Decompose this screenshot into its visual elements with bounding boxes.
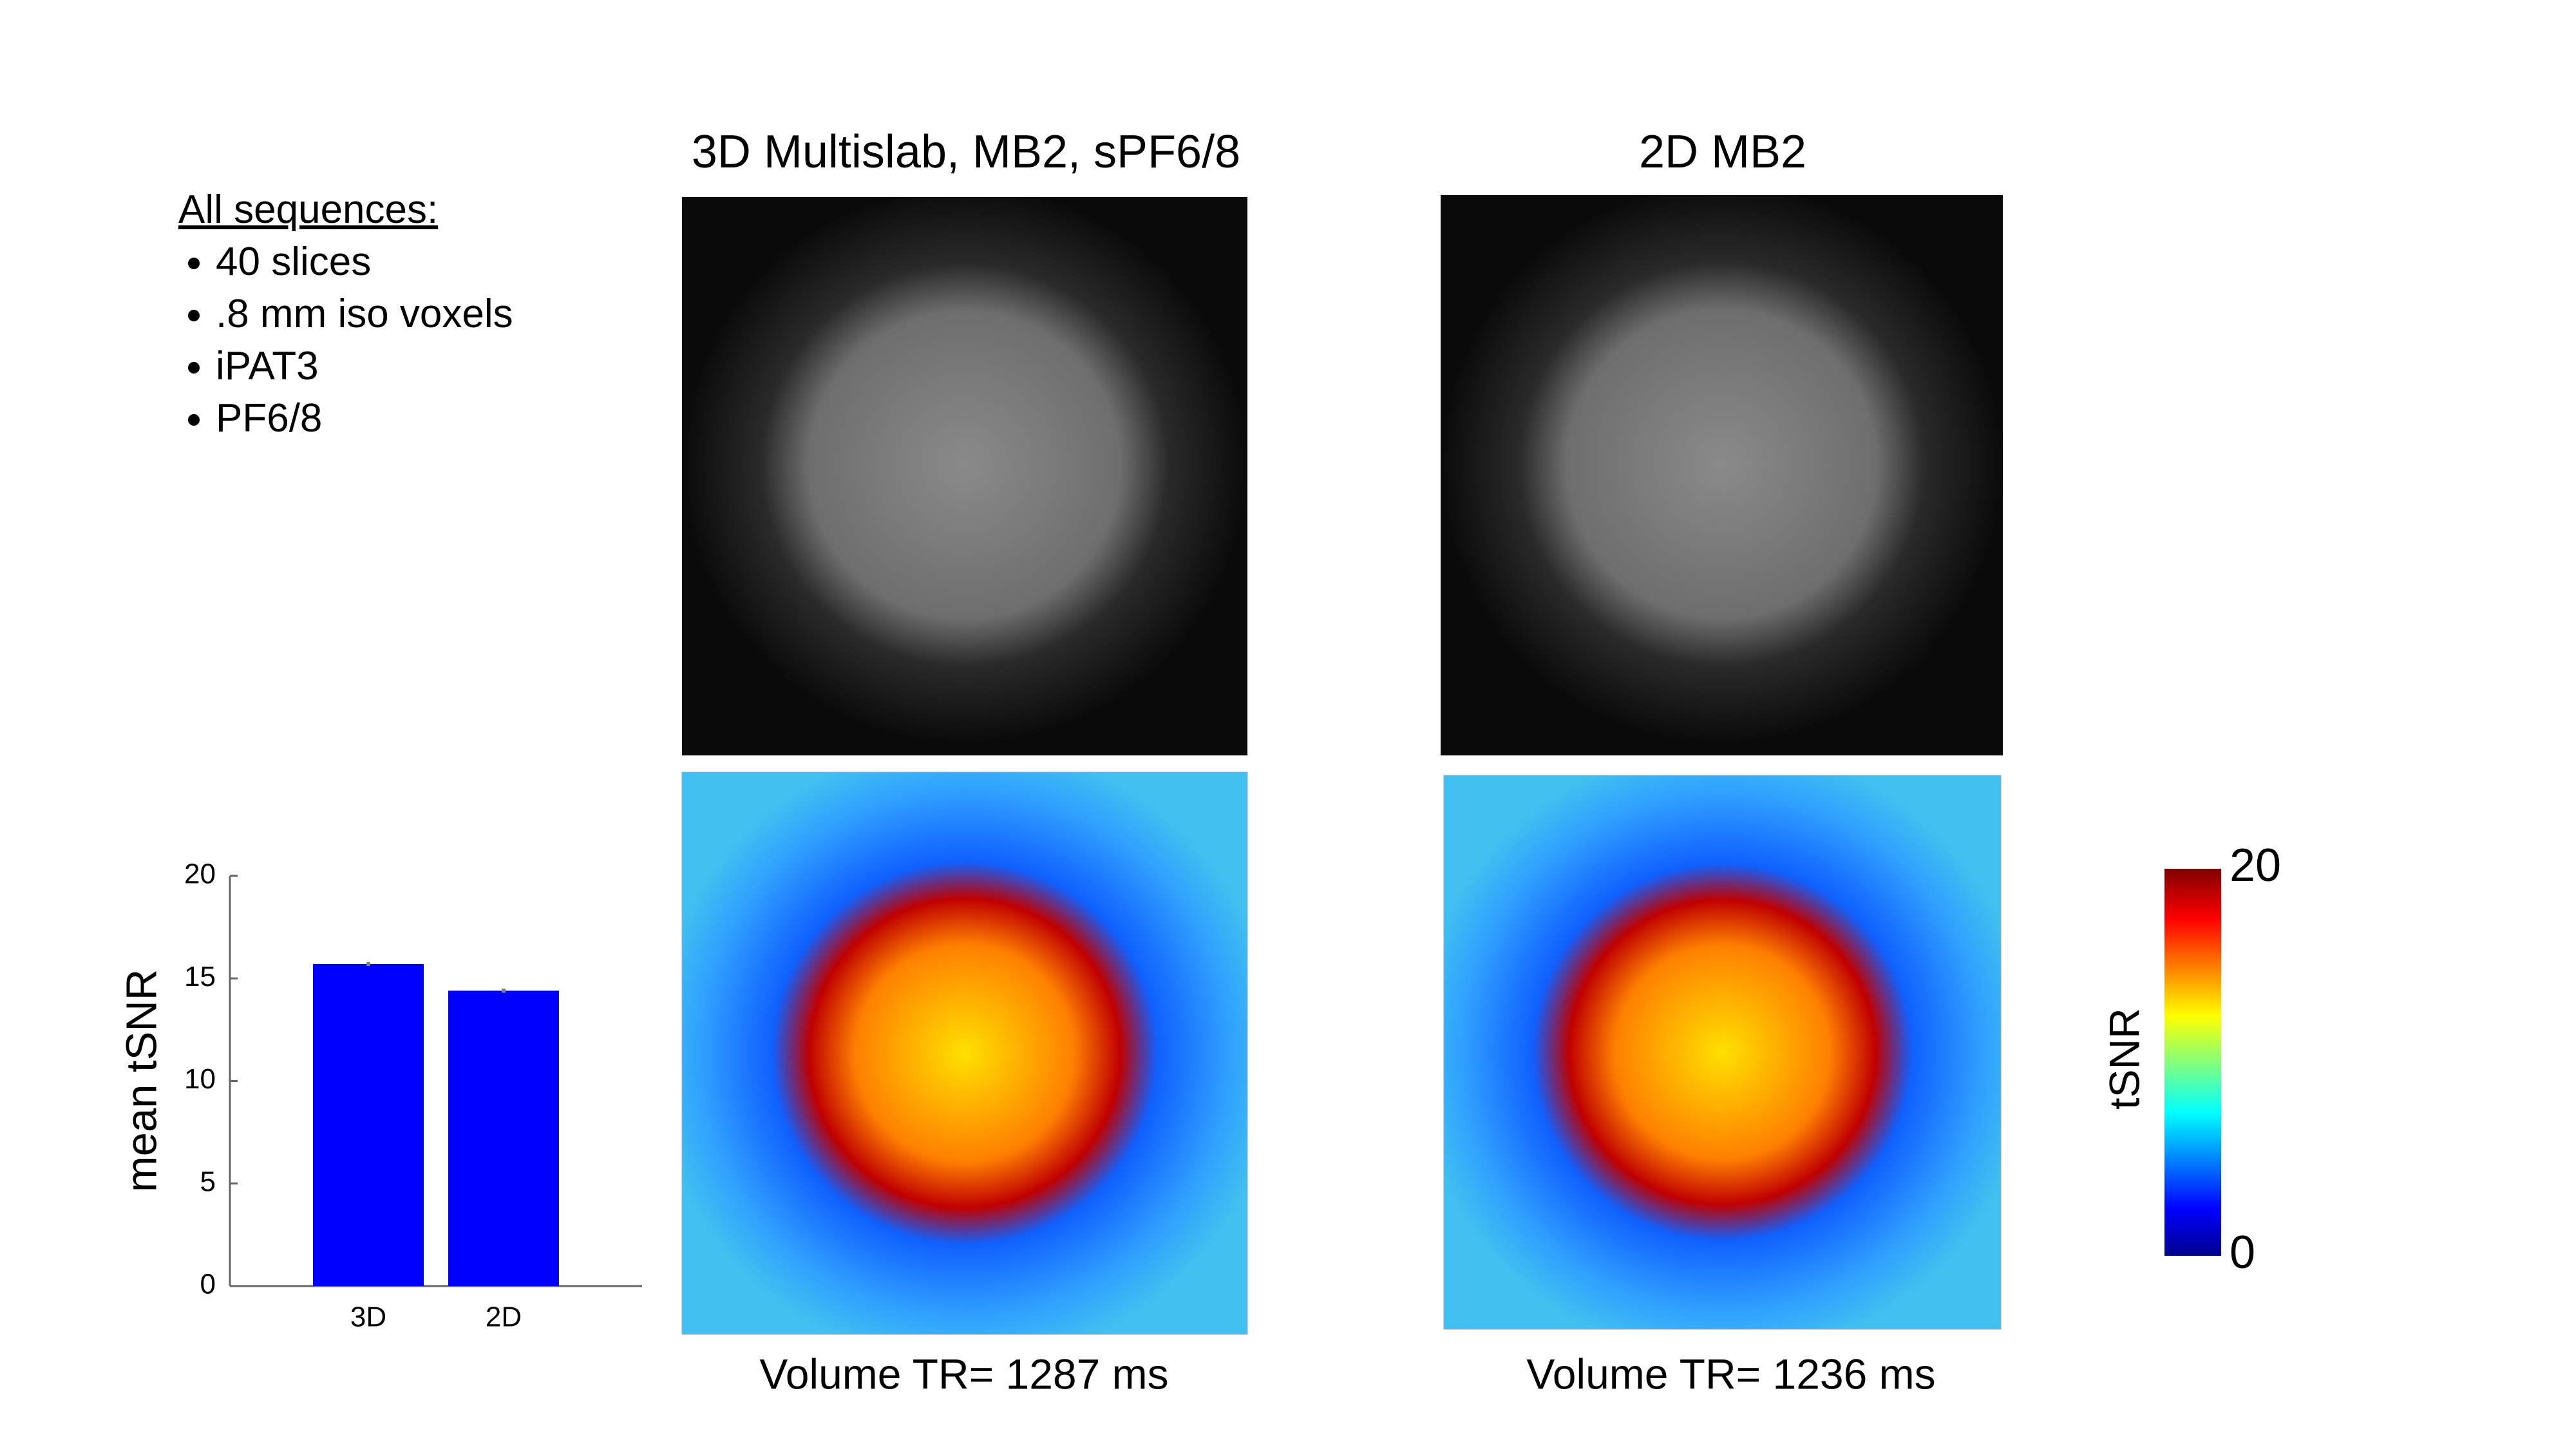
x-tick-label: 2D xyxy=(486,1302,522,1333)
colorbar xyxy=(2164,869,2221,1256)
note-item: .8 mm iso voxels xyxy=(216,288,513,340)
y-tick-label: 5 xyxy=(200,1166,216,1197)
bar xyxy=(313,963,424,1286)
y-tick-label: 20 xyxy=(184,858,216,890)
panel-title: 2D MB2 xyxy=(1639,126,1806,178)
colorbar-tick-label: 20 xyxy=(2230,840,2281,891)
x-tick-label: 3D xyxy=(350,1302,386,1333)
tsnr-map xyxy=(1443,775,2002,1330)
panel-title: 3D Multislab, MB2, sPF6/8 xyxy=(692,126,1240,178)
bar xyxy=(448,990,559,1286)
colorbar-label: tSNR xyxy=(2100,1008,2148,1110)
note-item: 40 slices xyxy=(216,236,513,288)
notes: All sequences: 40 slices .8 mm iso voxel… xyxy=(178,184,513,444)
tsnr-map xyxy=(681,772,1248,1335)
note-item: iPAT3 xyxy=(216,340,513,392)
notes-heading: All sequences: xyxy=(178,187,439,232)
colorbar-tick-label: 0 xyxy=(2230,1227,2255,1278)
panel-caption: Volume TR= 1236 ms xyxy=(1526,1350,1935,1397)
anatomical-image xyxy=(682,197,1247,755)
y-tick-label: 15 xyxy=(184,961,216,992)
y-tick-label: 0 xyxy=(200,1269,216,1300)
anatomical-image xyxy=(1441,195,2003,755)
y-tick-label: 10 xyxy=(184,1063,216,1095)
panel-caption: Volume TR= 1287 ms xyxy=(759,1350,1168,1397)
y-axis-label: mean tSNR xyxy=(118,969,166,1192)
notes-list: 40 slices .8 mm iso voxels iPAT3 PF6/8 xyxy=(178,236,513,444)
note-item: PF6/8 xyxy=(216,392,513,444)
